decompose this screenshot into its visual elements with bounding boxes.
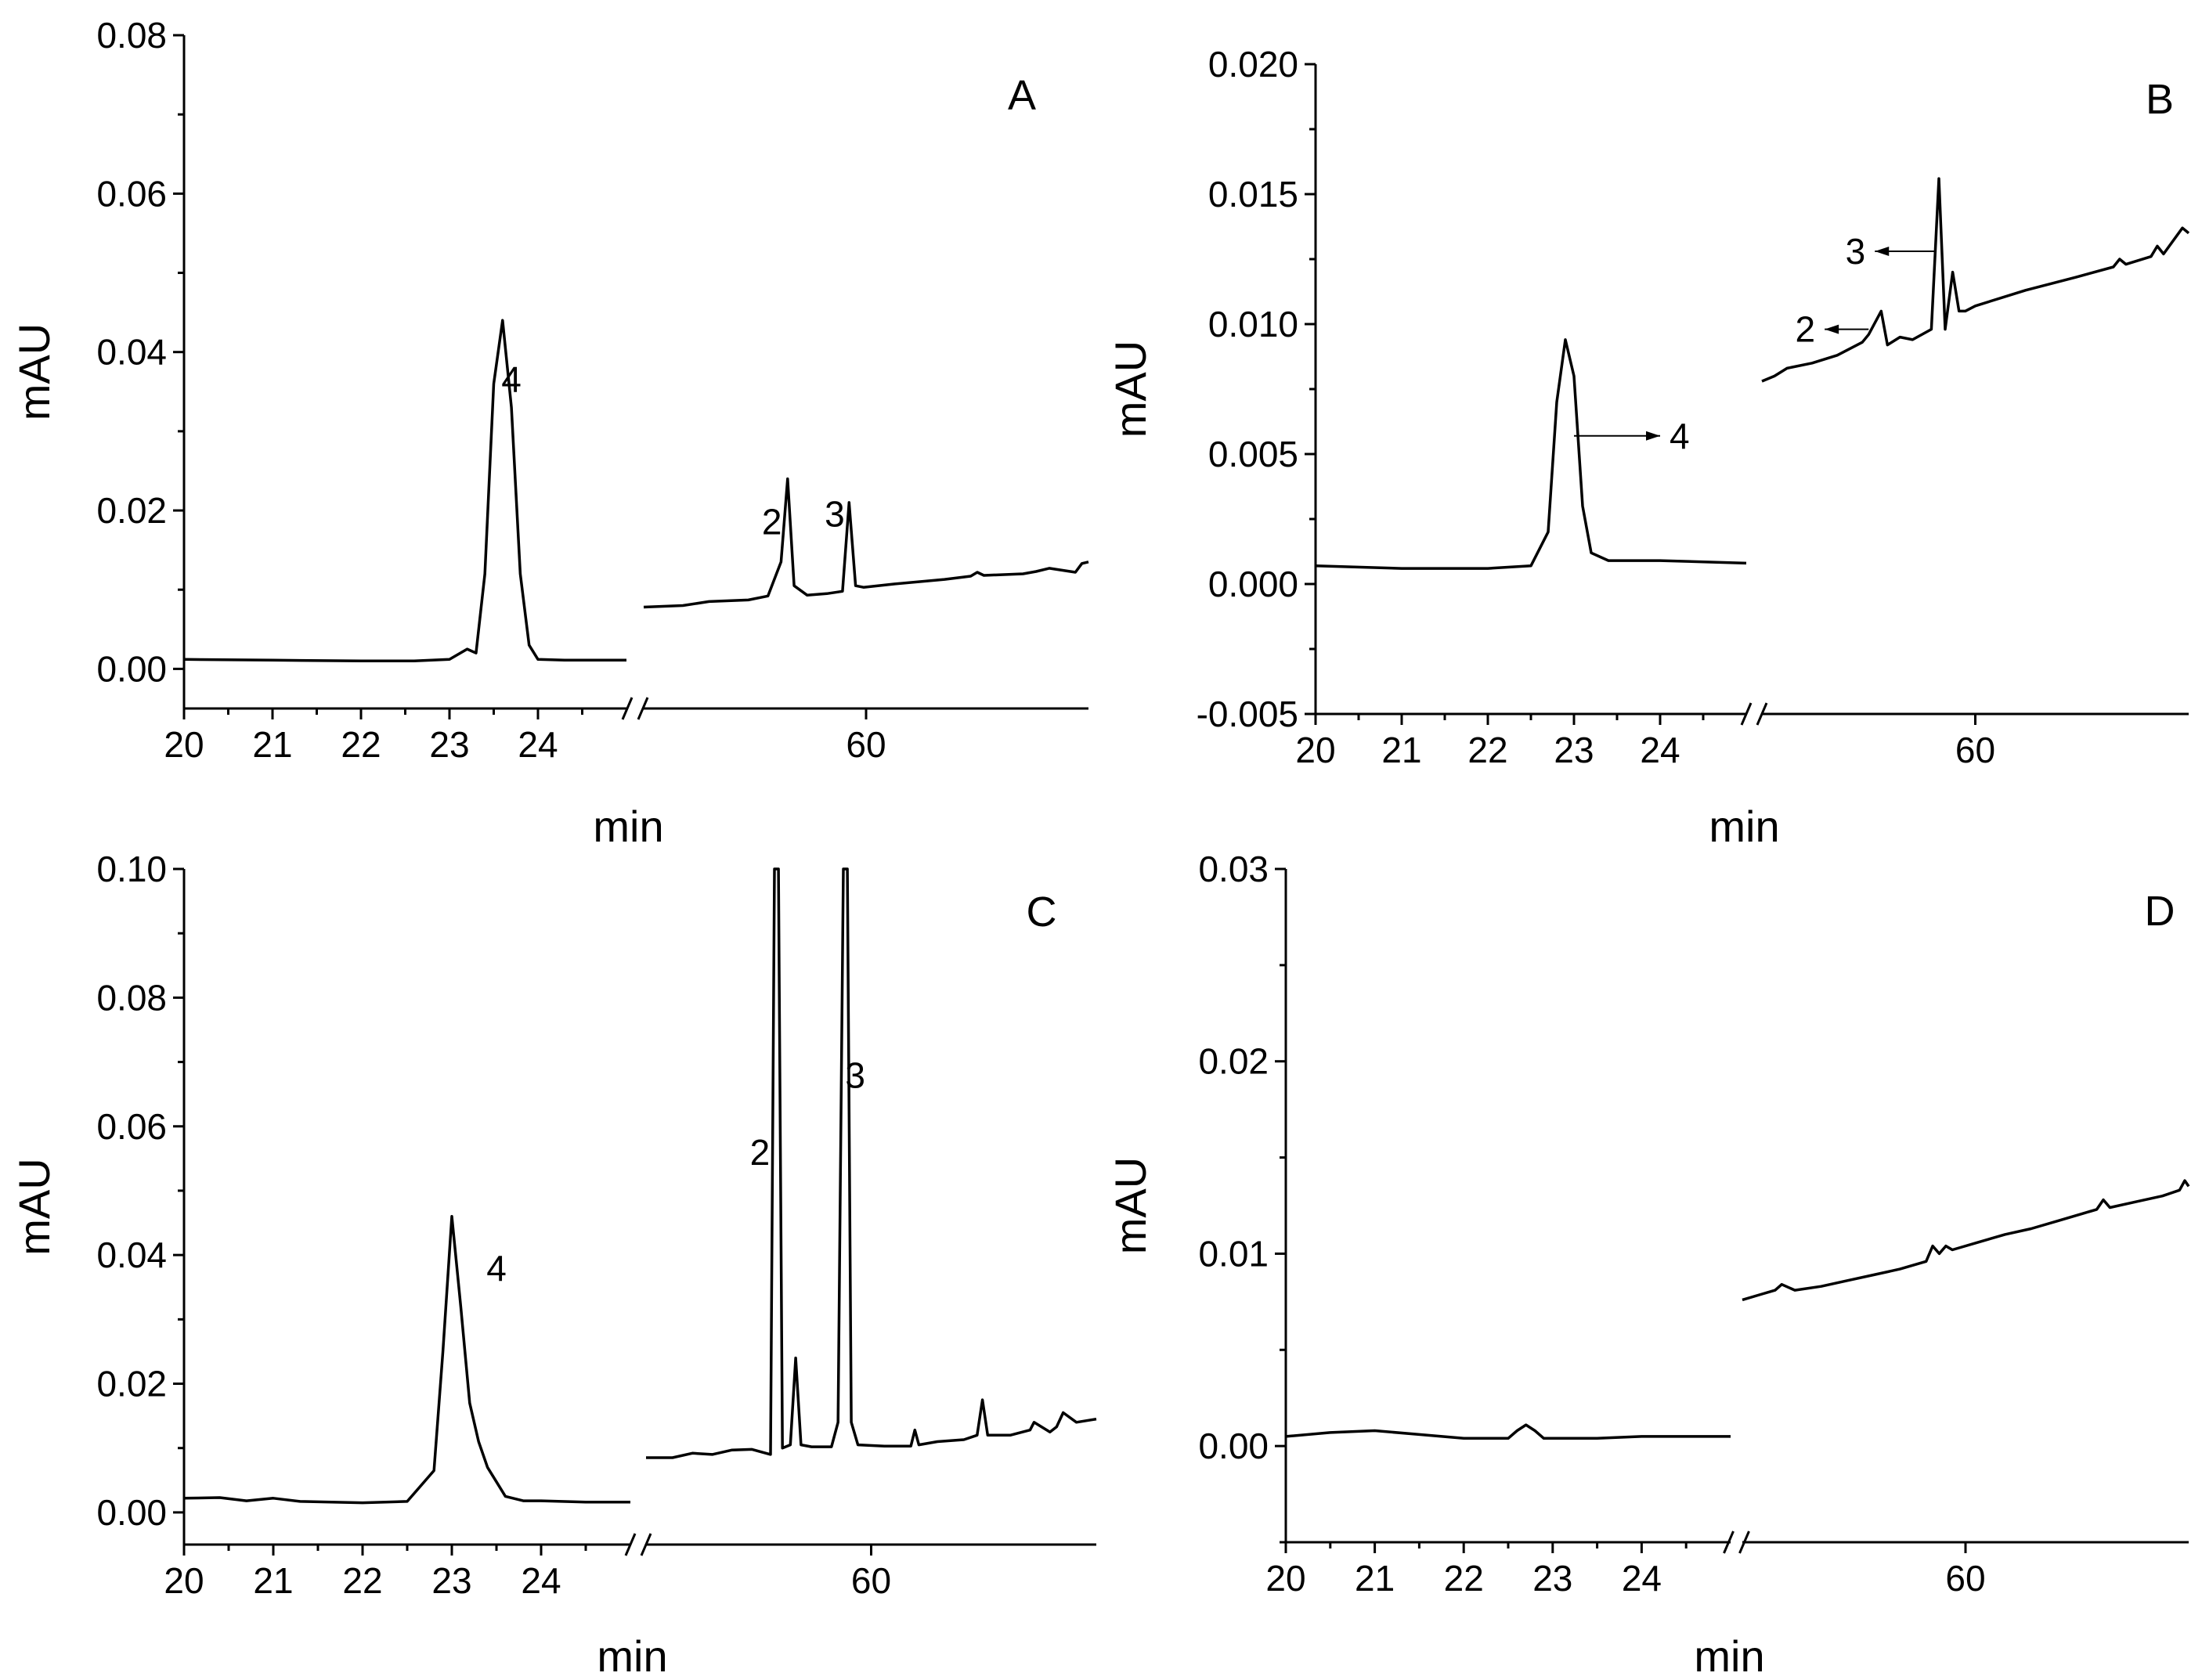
x-tick-label: 22 [1467,730,1507,770]
chromatogram-trace-segment1 [183,319,626,663]
peak-label: 4 [1670,416,1690,456]
x-tick-label: 20 [1295,730,1335,770]
arrowhead-icon [1875,247,1890,257]
y-tick-label: 0.00 [96,648,167,689]
chromatogram-trace-segment1 [1285,1423,1731,1440]
x-tick-label: 24 [1640,730,1680,770]
axis-break-mark [1740,702,1753,726]
x-tick-label: 60 [851,1560,891,1601]
y-tick-label: 0.000 [1208,564,1298,604]
arrowhead-icon [1646,431,1660,441]
y-axis-label: mAU [1106,341,1155,438]
chromatogram-trace-segment2 [643,477,1089,609]
y-tick-label: 0.04 [96,332,167,373]
y-tick-label: 0.03 [1198,849,1269,889]
x-tick-label: 20 [164,724,204,765]
y-tick-label: 0.08 [96,977,167,1018]
axis-break-mark [637,697,649,720]
x-tick-label: 21 [1381,730,1421,770]
chromatogram-trace-segment1 [1315,338,1747,570]
chromatogram-trace-segment1 [183,1215,630,1505]
y-tick-label: 0.04 [96,1235,167,1275]
x-tick-label: 23 [431,1560,471,1601]
axis-break-mark [1756,702,1768,726]
panel-label: C [1027,889,1057,936]
x-tick-label: 24 [1622,1558,1662,1599]
x-tick-label: 20 [1265,1558,1305,1599]
chromatogram-trace-segment2 [1761,177,2190,383]
x-axis-label: min [1694,1631,1764,1680]
x-tick-label: 24 [521,1560,561,1601]
panel-label: A [1008,72,1036,119]
y-tick-label: 0.01 [1198,1233,1269,1274]
x-tick-label: 22 [342,1560,382,1601]
peak-label: 3 [1846,231,1866,272]
y-axis-label: mAU [9,323,59,420]
y-axis-label: mAU [9,1158,59,1255]
axis-break-mark [640,1533,652,1556]
x-tick-label: 60 [1955,730,1995,770]
peak-label: 2 [1796,309,1816,350]
x-tick-label: 23 [1532,1558,1572,1599]
x-axis-label: min [597,1631,667,1680]
x-tick-label: 20 [164,1560,204,1601]
axis-break-mark [624,1533,637,1556]
x-tick-label: 24 [518,724,558,765]
peak-label: 4 [501,359,522,399]
peak-label: 2 [762,501,782,542]
peak-label: 3 [825,493,845,534]
panel-label: B [2146,76,2174,123]
y-tick-label: 0.06 [96,173,167,214]
panel-label: D [2145,888,2175,935]
peak-label: 2 [750,1132,771,1173]
axis-break-mark [621,697,634,720]
axis-break-mark [1723,1530,1735,1554]
axis-break-mark [1738,1530,1750,1554]
x-axis-label: min [593,802,663,851]
x-axis-label: min [1709,802,1779,851]
x-tick-label: 21 [1355,1558,1395,1599]
y-tick-label: 0.015 [1208,174,1298,215]
chromatogram-trace-segment2 [1742,1179,2190,1302]
chromatogram-trace-segment2 [646,867,1097,1459]
x-tick-label: 60 [846,724,886,765]
y-tick-label: 0.06 [96,1106,167,1147]
y-axis-label: mAU [1106,1157,1155,1254]
peak-label: 3 [845,1055,865,1095]
y-tick-label: 0.020 [1208,44,1298,85]
y-tick-label: 0.02 [96,490,167,531]
y-tick-label: 0.010 [1208,304,1298,344]
x-tick-label: 22 [1444,1558,1484,1599]
y-tick-label: 0.005 [1208,434,1298,474]
x-tick-label: 23 [429,724,469,765]
x-tick-label: 22 [341,724,381,765]
y-tick-label: 0.00 [1198,1426,1269,1466]
y-tick-label: 0.00 [96,1492,167,1533]
x-tick-label: 21 [252,724,292,765]
x-tick-label: 21 [253,1560,293,1601]
y-tick-label: -0.005 [1197,694,1298,734]
x-tick-label: 23 [1554,730,1594,770]
y-tick-label: 0.02 [1198,1041,1269,1082]
arrowhead-icon [1825,324,1839,334]
peak-label: 4 [486,1248,507,1289]
y-tick-label: 0.10 [96,849,167,889]
x-tick-label: 60 [1945,1558,1985,1599]
y-tick-label: 0.02 [96,1364,167,1404]
y-tick-label: 0.08 [96,15,167,56]
